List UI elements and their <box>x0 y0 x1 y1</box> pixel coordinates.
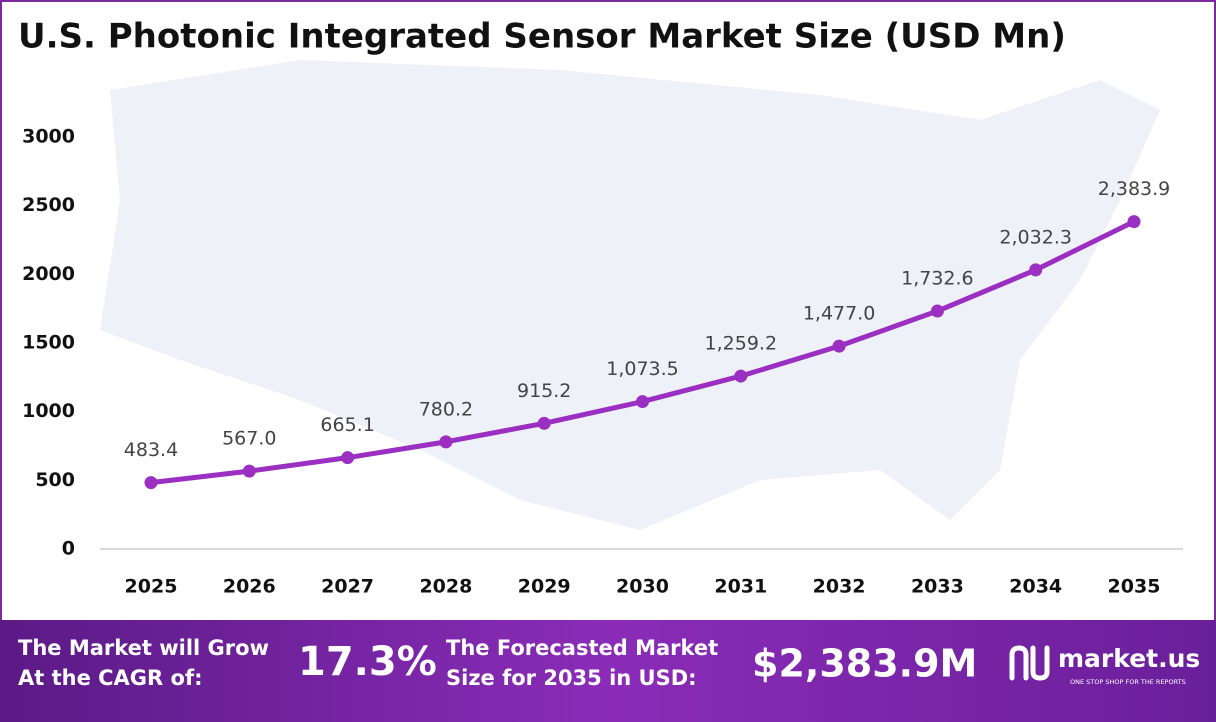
chart-title: U.S. Photonic Integrated Sensor Market S… <box>18 17 1066 57</box>
cagr-text: At the CAGR of: <box>18 666 203 690</box>
y-tick-label: 1000 <box>22 400 75 422</box>
data-label: 780.2 <box>419 398 473 420</box>
data-label: 2,383.9 <box>1098 178 1171 200</box>
cagr-text: The Market will Grow <box>18 636 269 660</box>
x-tick-label: 2027 <box>321 576 374 598</box>
y-tick-label: 0 <box>62 538 75 560</box>
data-label: 483.4 <box>124 439 178 461</box>
y-tick-label: 2000 <box>22 263 75 285</box>
marker <box>144 476 158 490</box>
data-label: 1,732.6 <box>901 268 974 290</box>
marker <box>537 416 551 430</box>
marker <box>242 464 256 478</box>
data-label: 915.2 <box>517 380 571 402</box>
marker <box>636 395 649 409</box>
brand-name: market.us <box>1058 644 1200 673</box>
x-tick-label: 2035 <box>1108 576 1161 598</box>
data-label: 2,032.3 <box>999 226 1072 248</box>
forecast-value: $2,383.9M <box>752 642 977 686</box>
marker <box>930 304 944 318</box>
x-tick-label: 2028 <box>419 576 472 598</box>
data-label: 1,477.0 <box>803 303 876 325</box>
data-label: 567.0 <box>222 428 276 450</box>
marker <box>734 369 748 383</box>
x-tick-label: 2030 <box>616 576 669 598</box>
marker <box>341 451 355 465</box>
x-tick-label: 2032 <box>813 576 866 598</box>
y-tick-label: 500 <box>35 469 75 491</box>
x-tick-label: 2031 <box>714 576 767 598</box>
y-tick-label: 2500 <box>22 194 75 216</box>
map-background <box>100 60 1160 530</box>
marker <box>1029 263 1043 277</box>
data-label: 1,073.5 <box>606 358 679 380</box>
x-tick-label: 2026 <box>223 576 276 598</box>
brand-tagline: ONE STOP SHOP FOR THE REPORTS <box>1070 678 1186 686</box>
x-tick-label: 2025 <box>125 576 178 598</box>
forecast-text: The Forecasted Market <box>446 636 718 660</box>
marker <box>439 435 453 449</box>
x-tick-label: 2034 <box>1009 576 1062 598</box>
data-label: 665.1 <box>320 414 374 436</box>
marker <box>1127 215 1141 229</box>
forecast-text: Size for 2035 in USD: <box>446 666 697 690</box>
x-tick-label: 2029 <box>518 576 571 598</box>
brand-logo <box>1009 645 1050 681</box>
y-tick-label: 3000 <box>22 126 75 148</box>
marker <box>832 339 846 353</box>
cagr-value: 17.3% <box>298 639 437 685</box>
data-label: 1,259.2 <box>705 333 778 355</box>
x-tick-label: 2033 <box>911 576 964 598</box>
y-tick-label: 1500 <box>22 332 75 354</box>
